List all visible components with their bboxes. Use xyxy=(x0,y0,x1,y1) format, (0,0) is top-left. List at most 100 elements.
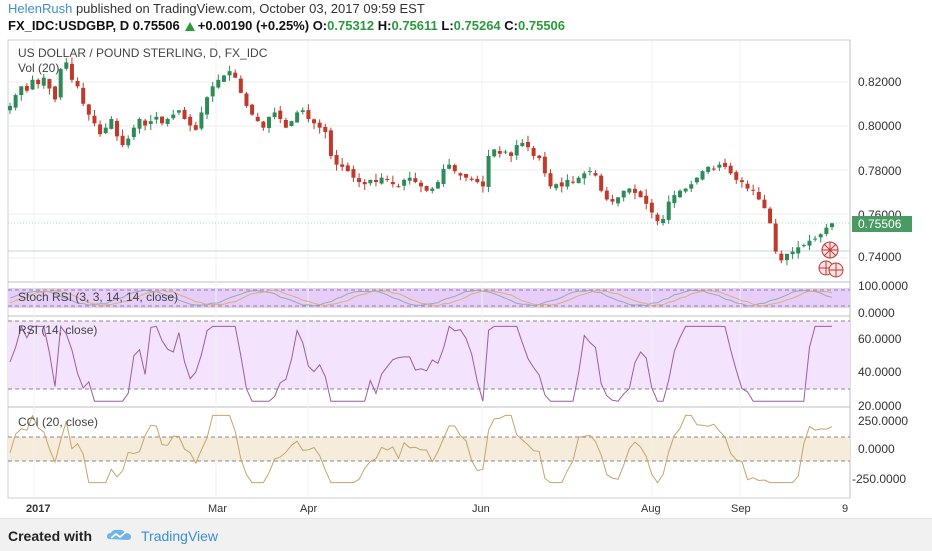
candle-down xyxy=(345,165,350,172)
candle-down xyxy=(351,169,356,178)
candle-down xyxy=(728,165,733,174)
candle-up xyxy=(503,151,508,153)
candle-up xyxy=(661,219,666,224)
event-flag-icon[interactable] xyxy=(828,262,844,278)
candle-down xyxy=(278,110,283,119)
candle-up xyxy=(830,223,834,228)
candle-down xyxy=(525,141,530,148)
price-tick: 0.74000 xyxy=(858,250,902,264)
candle-up xyxy=(796,247,801,254)
candle-down xyxy=(644,195,649,204)
candle-up xyxy=(402,179,407,186)
high-label: H: xyxy=(377,18,392,33)
candle-up xyxy=(221,75,226,82)
close-value: 0.75506 xyxy=(518,18,566,33)
candle-up xyxy=(694,177,699,183)
candle-down xyxy=(469,178,474,180)
candle-down xyxy=(542,156,547,174)
candle-up xyxy=(801,245,806,247)
candle-down xyxy=(458,173,463,176)
grid-lines xyxy=(8,40,850,498)
candle-up xyxy=(813,238,818,240)
candle-up xyxy=(30,79,35,90)
candle-down xyxy=(334,155,339,165)
candle-up xyxy=(435,182,440,189)
candle-up xyxy=(368,179,373,184)
volume-label: Vol (20) xyxy=(18,61,59,75)
event-flag-icon[interactable] xyxy=(821,241,839,259)
candle-down xyxy=(739,180,744,183)
candle-up xyxy=(205,97,210,115)
candle-down xyxy=(711,168,716,170)
candle-down xyxy=(69,63,74,80)
candle-up xyxy=(300,110,305,113)
candle-up xyxy=(64,62,69,69)
candle-up xyxy=(565,179,570,187)
quote-line: FX_IDC:USDGBP, D 0.75506 +0.00190 (+0.25%… xyxy=(8,18,565,33)
candle-down xyxy=(92,115,97,124)
change-value: +0.00190 (+0.25%) xyxy=(197,18,310,33)
x-tick-9: 9 xyxy=(842,503,848,515)
x-tick-2017: 2017 xyxy=(26,503,50,515)
candle-up xyxy=(441,169,446,184)
candle-down xyxy=(464,173,469,178)
open-label: O: xyxy=(312,18,328,33)
candle-down xyxy=(497,151,502,154)
candle-down xyxy=(47,79,52,89)
candle-up xyxy=(227,71,232,76)
candle-down xyxy=(413,178,418,183)
candle-up xyxy=(582,173,587,179)
candle-down xyxy=(24,85,29,91)
candle-up xyxy=(514,145,519,156)
candle-down xyxy=(75,80,80,87)
candle-down xyxy=(452,165,457,172)
candle-down xyxy=(548,173,553,187)
candle-down xyxy=(632,188,637,193)
candle-up xyxy=(379,177,384,184)
candle-up xyxy=(8,105,12,111)
candle-down xyxy=(81,87,86,104)
price-tick: 0.82000 xyxy=(858,75,902,89)
candle-down xyxy=(312,119,317,124)
low-label: L: xyxy=(441,18,454,33)
candle-down xyxy=(655,214,660,222)
candle-down xyxy=(638,191,643,198)
rsi-line xyxy=(9,325,832,402)
candle-down xyxy=(537,155,542,159)
candle-up xyxy=(58,68,63,98)
candle-up xyxy=(683,188,688,192)
candle-down xyxy=(160,116,165,124)
candle-down xyxy=(86,104,91,115)
candle-down xyxy=(779,253,784,261)
candle-down xyxy=(751,189,756,191)
candle-down xyxy=(233,72,238,78)
candle-down xyxy=(283,119,288,128)
candle-down xyxy=(53,86,58,100)
candle-up xyxy=(109,118,114,129)
stoch-tick: 0.0000 xyxy=(858,306,895,320)
candle-up xyxy=(486,155,491,187)
candle-down xyxy=(120,135,125,146)
x-tick-sep: Sep xyxy=(731,503,751,515)
candle-down xyxy=(340,164,345,167)
close-label: C: xyxy=(504,18,519,33)
tradingview-link[interactable]: TradingView xyxy=(141,528,219,544)
high-value: 0.75611 xyxy=(391,18,438,33)
author-link[interactable]: HelenRush xyxy=(8,1,73,16)
footer-bar: Created with TradingView xyxy=(0,518,932,551)
candle-up xyxy=(137,118,142,129)
candle-up xyxy=(19,86,24,96)
stoch-panel-title: Stoch RSI (3, 3, 14, 14, close) xyxy=(18,290,178,304)
candle-down xyxy=(362,182,367,185)
candle-up xyxy=(492,149,497,157)
candle-up xyxy=(154,116,159,120)
candle-up xyxy=(818,234,823,238)
candle-down xyxy=(649,202,654,213)
candle-down xyxy=(604,190,609,200)
publish-line: HelenRush published on TradingView.com, … xyxy=(8,1,425,16)
stoch-k-line xyxy=(9,289,833,307)
candle-up xyxy=(689,184,694,189)
cci-tick: 0.0000 xyxy=(858,442,895,456)
candle-down xyxy=(385,179,390,181)
chart-area[interactable]: US DOLLAR / POUND STERLING, D, FX_IDC Vo… xyxy=(0,0,932,518)
